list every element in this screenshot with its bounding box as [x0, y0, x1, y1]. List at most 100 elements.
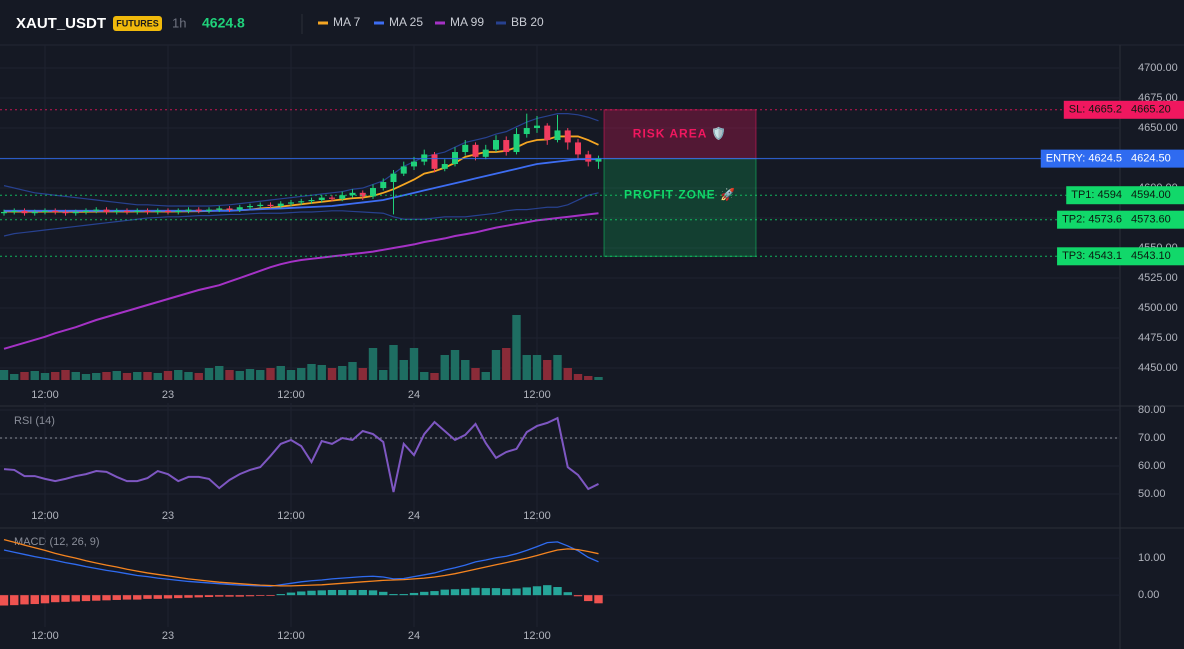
- candle-body: [400, 166, 407, 174]
- x-tick-label: 12:00: [277, 389, 305, 401]
- x-tick-label: 12:00: [523, 389, 551, 401]
- volume-bar: [286, 370, 296, 380]
- candle-body: [472, 144, 479, 157]
- price-tag-bg: [1127, 100, 1184, 119]
- macd-histogram-bar: [143, 595, 152, 599]
- candle-body: [185, 209, 192, 211]
- macd-histogram-bar: [297, 591, 306, 596]
- candle-body: [482, 149, 489, 157]
- volume-bar: [573, 374, 583, 380]
- macd-histogram-bar: [266, 595, 275, 596]
- macd-histogram-bar: [102, 595, 111, 601]
- x-tick-label: 24: [408, 510, 420, 522]
- volume-bar: [92, 373, 101, 380]
- price-tag: 4624.50: [1131, 153, 1171, 165]
- profit-label: PROFIT ZONE 🚀: [624, 187, 736, 201]
- candle-body: [42, 210, 48, 213]
- macd-histogram-bar: [204, 595, 214, 598]
- macd-histogram-bar: [481, 588, 490, 596]
- volume-bar: [317, 365, 326, 380]
- volume-bar: [368, 348, 378, 380]
- macd-histogram-bar: [174, 595, 183, 599]
- macd-histogram-bar: [133, 595, 142, 600]
- candle-body: [452, 152, 458, 165]
- profit-zone: [603, 158, 757, 257]
- macd-histogram-bar: [163, 595, 173, 599]
- volume-bar: [163, 371, 173, 380]
- x-tick-label: 12:00: [277, 510, 305, 522]
- x-tick-label: 23: [162, 630, 174, 642]
- legend-label: BB 20: [511, 15, 544, 29]
- macd-histogram-bar: [30, 595, 39, 605]
- y-tick-label: 4525.00: [1138, 272, 1178, 284]
- volume-bar: [471, 368, 480, 380]
- macd-histogram-bar: [450, 589, 460, 596]
- macd-histogram-bar: [522, 587, 531, 596]
- last-price: 4624.8: [202, 15, 245, 31]
- volume-bar: [215, 366, 224, 380]
- candle-body: [390, 173, 397, 183]
- candle-body: [411, 161, 417, 167]
- volume-bar: [245, 369, 255, 380]
- macd-histogram-bar: [92, 595, 101, 601]
- volume-bar: [594, 377, 603, 380]
- candle-body: [441, 164, 448, 169]
- volume-bar: [430, 373, 439, 380]
- level-tag-bg: [1040, 149, 1127, 168]
- macd-histogram-bar: [512, 588, 521, 596]
- candle-body: [564, 130, 571, 143]
- y-tick-label: 60.00: [1138, 460, 1166, 472]
- candle-body: [206, 209, 212, 211]
- volume-bar: [543, 360, 552, 380]
- candle-body: [83, 210, 89, 213]
- macd-histogram-bar: [461, 588, 470, 596]
- interval: 1h: [172, 15, 186, 30]
- candle-body: [318, 197, 325, 201]
- macd-histogram-bar: [307, 590, 316, 596]
- macd-histogram-bar: [491, 588, 501, 596]
- level-tag: TP3: 4543.1: [1062, 250, 1122, 262]
- candle-body: [124, 210, 130, 213]
- macd-histogram-bar: [420, 591, 429, 596]
- macd-histogram-bar: [71, 595, 80, 602]
- macd-histogram-bar: [563, 592, 572, 596]
- y-tick-label: 4650.00: [1138, 122, 1178, 134]
- candle-body: [595, 158, 602, 162]
- volume-bar: [40, 373, 50, 380]
- macd-histogram-bar: [0, 595, 9, 606]
- macd-histogram-bar: [194, 595, 203, 598]
- candle-body: [493, 140, 499, 150]
- macd-histogram-bar: [440, 589, 449, 596]
- volume-bar: [532, 355, 542, 380]
- macd-histogram-bar: [51, 595, 60, 603]
- volume-bar: [102, 372, 111, 380]
- x-tick-label: 12:00: [277, 630, 305, 642]
- volume-bar: [522, 355, 531, 380]
- candle-body: [370, 188, 376, 197]
- candle-body: [329, 197, 335, 199]
- ma-line: [3, 212, 599, 350]
- candle-body: [236, 207, 243, 210]
- macd-histogram-bar: [61, 595, 70, 602]
- volume-bar: [276, 366, 285, 380]
- y-tick-label: 50.00: [1138, 488, 1166, 500]
- macd-histogram-bar: [256, 595, 265, 596]
- macd-histogram-bar: [122, 595, 132, 600]
- candle-body: [462, 144, 469, 153]
- x-tick-label: 24: [408, 630, 420, 642]
- volume-bar: [235, 371, 244, 380]
- volume-bar: [327, 368, 337, 380]
- volume-bar: [450, 350, 460, 380]
- candle-body: [216, 208, 223, 210]
- macd-histogram-bar: [594, 595, 603, 604]
- level-tag: TP1: 4594: [1071, 189, 1122, 201]
- x-tick-label: 23: [162, 510, 174, 522]
- macd-histogram-bar: [81, 595, 91, 602]
- y-tick-label: 4450.00: [1138, 362, 1178, 374]
- volume-bar: [563, 368, 572, 380]
- candle-body: [575, 142, 581, 155]
- candle-body: [72, 212, 79, 214]
- volume-bar: [389, 345, 398, 380]
- volume-bar: [61, 370, 70, 380]
